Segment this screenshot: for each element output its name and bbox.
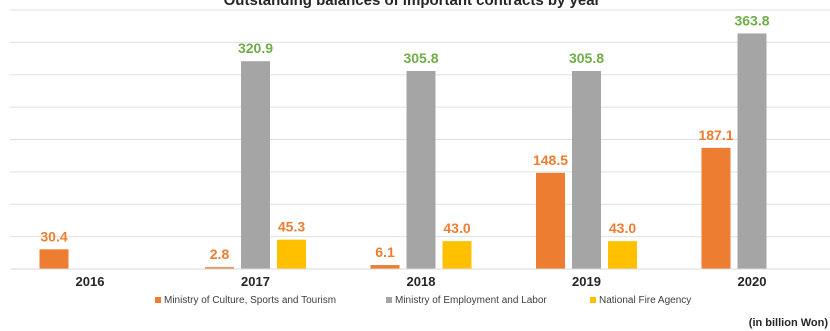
bar [701,147,731,269]
data-label: 43.0 [443,220,470,236]
x-tick-label: 2017 [241,274,270,289]
x-tick-label: 2019 [572,274,601,289]
data-labels: 30.4 2.8 320.9 45.3 6.1 305.8 43.0 148.5 305.8 43… [40,12,769,262]
data-label: 148.5 [533,152,568,168]
data-label: 305.8 [403,50,438,66]
data-label: 320.9 [238,40,273,56]
bar [241,61,270,269]
data-label: 30.4 [40,228,67,244]
data-label: 45.3 [278,219,305,235]
legend-label: Ministry of Culture, Sports and Tourism [164,295,336,306]
chart-title: Outstanding balances of important contra… [224,0,601,9]
x-tick-label: 2020 [738,274,767,289]
unit-note: (in billion Won) [749,317,829,329]
data-label: 43.0 [609,220,636,236]
legend-label: Ministry of Employment and Labor [395,295,547,306]
data-label: 363.8 [734,12,769,28]
x-axis-ticks: 2016 2017 2018 2019 2020 [76,274,767,289]
legend-label: National Fire Agency [599,295,691,306]
legend-swatch [590,297,596,303]
bar [608,241,637,269]
bar [737,33,767,269]
bar [205,267,234,269]
legend: Ministry of Culture, Sports and Tourism M… [155,295,691,306]
bar [406,70,436,269]
data-label: 305.8 [569,50,604,66]
data-label: 6.1 [375,244,395,260]
legend-swatch [386,297,392,303]
x-tick-label: 2016 [76,274,105,289]
bar [39,249,69,269]
bar [277,239,306,269]
bar [572,70,601,269]
bar [536,172,565,269]
bar [442,241,472,269]
bars [39,33,767,269]
data-label: 187.1 [698,127,733,143]
legend-swatch [155,297,161,303]
bar [370,265,400,269]
x-tick-label: 2018 [407,274,436,289]
data-label: 2.8 [210,246,230,262]
